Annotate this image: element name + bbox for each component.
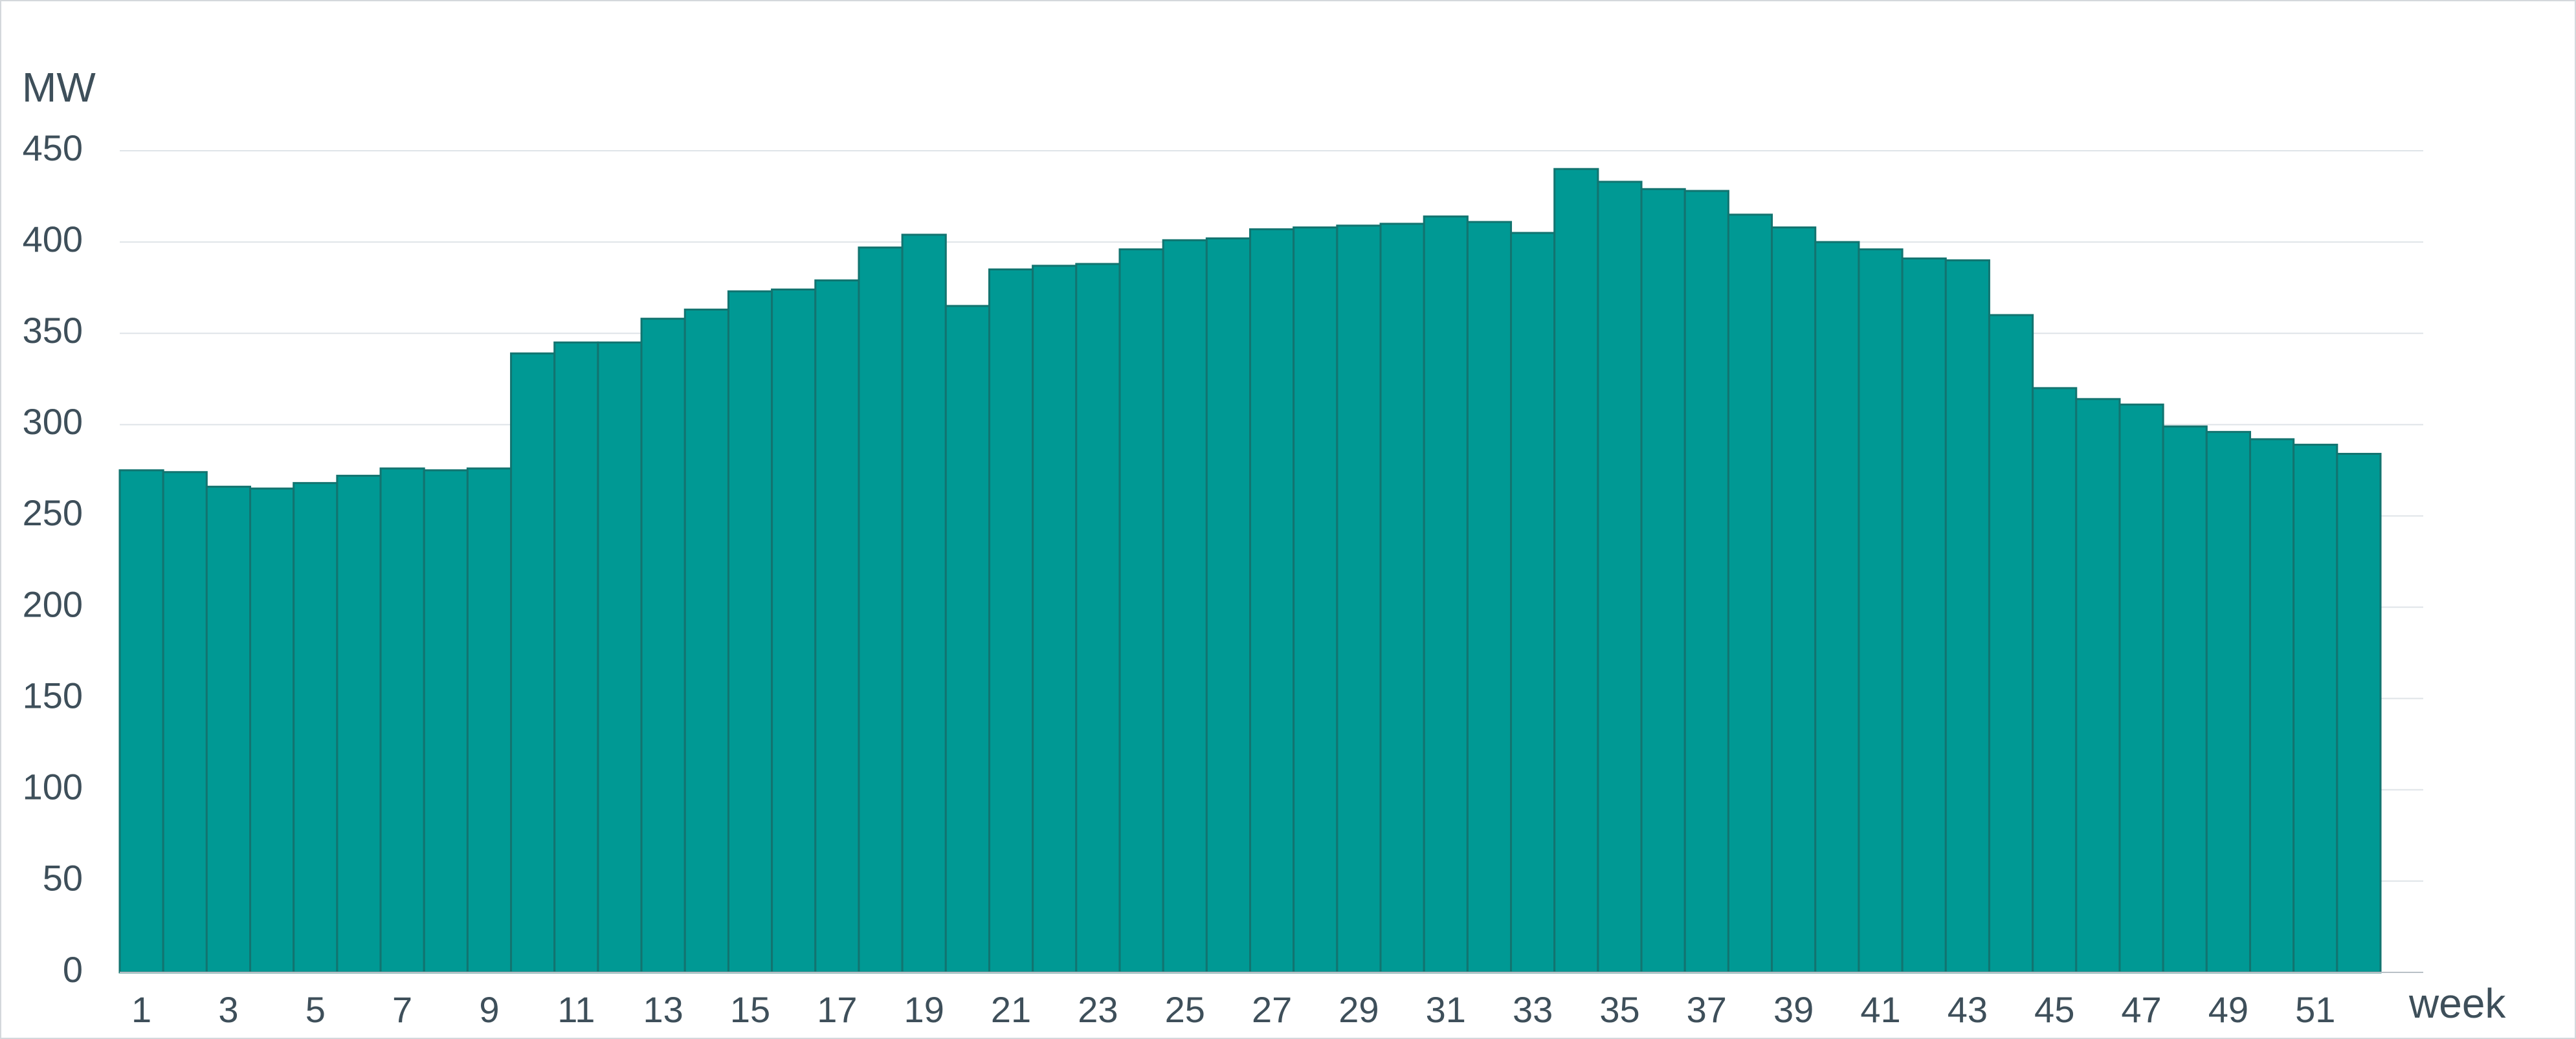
bar <box>1510 232 1556 974</box>
x-tick-label: 11 <box>557 989 595 1030</box>
bar <box>336 474 382 974</box>
bar <box>1162 239 1208 974</box>
bar <box>1118 248 1164 974</box>
bar <box>683 309 729 974</box>
x-tick-label: 1 <box>131 989 151 1030</box>
bar <box>597 341 643 974</box>
bar <box>2162 425 2208 974</box>
bar <box>1293 226 1338 974</box>
bar <box>1336 224 1382 974</box>
bar <box>1727 213 1773 974</box>
bar <box>1988 314 2034 974</box>
bar <box>727 290 773 974</box>
x-tick-label: 31 <box>1426 989 1466 1030</box>
y-tick-label: 400 <box>23 219 83 259</box>
x-tick-label: 5 <box>305 989 326 1030</box>
x-tick-label: 45 <box>2034 989 2074 1030</box>
bar <box>1075 263 1121 974</box>
bar <box>205 485 252 974</box>
x-tick-label: 47 <box>2121 989 2161 1030</box>
x-tick-label: 33 <box>1513 989 1553 1030</box>
x-tick-label: 49 <box>2208 989 2248 1030</box>
x-tick-label: 19 <box>904 989 944 1030</box>
bar <box>1640 188 1686 974</box>
y-tick-label: 200 <box>23 584 83 624</box>
y-tick-label: 50 <box>43 858 83 899</box>
bar <box>901 234 947 974</box>
bar <box>1683 190 1729 974</box>
y-tick-label: 350 <box>23 310 83 351</box>
bar <box>293 482 339 974</box>
bar <box>640 318 686 974</box>
x-tick-label: 51 <box>2295 989 2335 1030</box>
bar <box>1771 226 1817 974</box>
bar <box>1032 265 1078 974</box>
bar <box>1423 215 1469 974</box>
bar <box>1597 180 1643 974</box>
x-tick-label: 43 <box>1948 989 1988 1030</box>
bar <box>814 279 860 974</box>
y-tick-label: 250 <box>23 492 83 533</box>
bar <box>2336 452 2382 974</box>
bar <box>1466 221 1513 974</box>
bar <box>2293 443 2338 974</box>
bar <box>1901 257 1947 974</box>
bar <box>2032 387 2078 974</box>
x-tick-label: 3 <box>218 989 238 1030</box>
x-tick-label: 17 <box>817 989 857 1030</box>
y-tick-label: 450 <box>23 127 83 168</box>
bar <box>2075 398 2121 974</box>
bar <box>510 352 556 974</box>
bar <box>1249 228 1295 974</box>
x-tick-label: 23 <box>1078 989 1118 1030</box>
bar <box>1205 237 1251 974</box>
bar <box>423 469 469 974</box>
bar <box>162 471 208 974</box>
bar <box>2248 438 2295 974</box>
x-tick-label: 35 <box>1599 989 1639 1030</box>
bar <box>118 469 164 974</box>
x-axis-title: week <box>2408 980 2506 1027</box>
bar <box>2205 431 2251 974</box>
x-tick-label: 13 <box>643 989 683 1030</box>
bar <box>944 305 990 974</box>
x-tick-label: 7 <box>392 989 412 1030</box>
x-tick-label: 15 <box>730 989 770 1030</box>
bar <box>379 467 425 974</box>
y-tick-label: 0 <box>63 949 83 990</box>
x-tick-label: 21 <box>991 989 1031 1030</box>
bar <box>988 268 1034 974</box>
x-tick-label: 29 <box>1338 989 1379 1030</box>
x-tick-label: 9 <box>479 989 499 1030</box>
bar <box>249 487 295 974</box>
bar <box>771 288 817 974</box>
bar <box>858 246 904 974</box>
bar <box>1944 259 1990 974</box>
y-tick-label: 150 <box>23 675 83 716</box>
bar <box>1553 168 1599 974</box>
x-tick-label: 25 <box>1165 989 1205 1030</box>
bar <box>466 467 513 974</box>
bar <box>1814 241 1860 974</box>
x-tick-label: 41 <box>1860 989 1900 1030</box>
x-tick-label: 37 <box>1687 989 1727 1030</box>
bar <box>1379 223 1425 974</box>
y-axis-title: MW <box>22 64 96 111</box>
y-tick-label: 300 <box>23 401 83 442</box>
bar <box>553 341 599 974</box>
y-tick-label: 100 <box>23 767 83 807</box>
bar <box>1858 248 1904 974</box>
x-tick-label: 27 <box>1252 989 1292 1030</box>
bar <box>2118 403 2164 974</box>
x-tick-label: 39 <box>1773 989 1814 1030</box>
